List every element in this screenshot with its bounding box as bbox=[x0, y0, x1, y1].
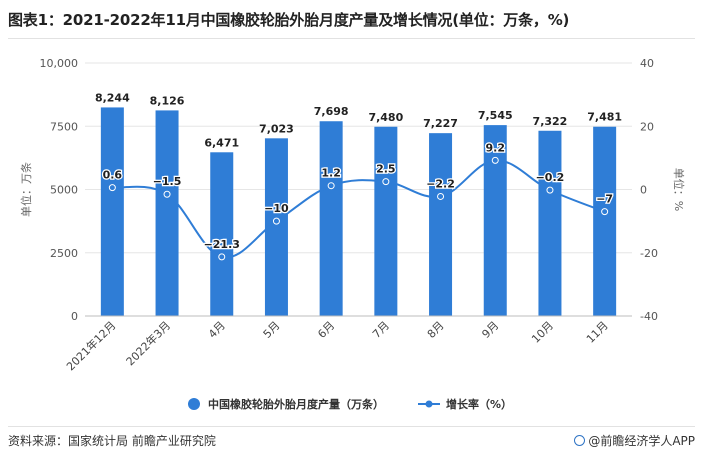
footer-divider bbox=[8, 426, 695, 427]
bar bbox=[264, 138, 288, 316]
bar bbox=[429, 133, 453, 316]
y-tick-label: 7500 bbox=[50, 120, 78, 133]
growth-rate-label: −10 bbox=[264, 202, 289, 215]
bar bbox=[483, 125, 507, 316]
brand-tag: @前瞻经济学人APP bbox=[574, 432, 695, 449]
y2-tick-label: 20 bbox=[640, 120, 654, 133]
growth-rate-label: 1.2 bbox=[321, 167, 341, 180]
y2-axis-title: 单位：% bbox=[672, 168, 686, 211]
y-axis-title: 单位：万条 bbox=[19, 162, 33, 217]
bar bbox=[593, 126, 617, 316]
legend-bar-label: 中国橡胶轮胎外胎月度产量（万条） bbox=[208, 397, 384, 411]
x-tick-label: 9月 bbox=[479, 319, 501, 341]
growth-rate-point bbox=[546, 186, 554, 194]
x-tick-label: 10月 bbox=[529, 319, 556, 346]
bar-value-label: 7,023 bbox=[259, 122, 294, 135]
brand-text: @前瞻经济学人APP bbox=[588, 434, 695, 448]
growth-rate-point bbox=[601, 208, 609, 216]
bar bbox=[210, 152, 234, 316]
y-tick-label: 5000 bbox=[50, 184, 78, 197]
bar bbox=[155, 110, 179, 316]
growth-rate-point bbox=[163, 190, 171, 198]
bar-value-label: 7,227 bbox=[423, 117, 458, 130]
legend-bar-swatch bbox=[188, 398, 200, 410]
growth-rate-point bbox=[382, 178, 390, 186]
legend-line-marker bbox=[425, 400, 433, 408]
y-tick-label: 0 bbox=[71, 310, 78, 323]
bar-value-label: 7,322 bbox=[533, 115, 568, 128]
x-tick-label: 6月 bbox=[315, 319, 337, 341]
growth-rate-point bbox=[327, 182, 335, 190]
x-tick-label: 2021年12月 bbox=[63, 318, 118, 373]
y-tick-label: 10,000 bbox=[40, 57, 79, 70]
growth-rate-label: 0.6 bbox=[103, 169, 123, 182]
growth-rate-point bbox=[272, 217, 280, 225]
x-tick-label: 4月 bbox=[206, 319, 228, 341]
x-tick-label: 7月 bbox=[370, 319, 392, 341]
bar-value-label: 6,471 bbox=[204, 136, 239, 149]
growth-rate-label: −1.5 bbox=[153, 175, 182, 188]
growth-rate-label: −2.2 bbox=[426, 177, 455, 190]
growth-rate-point bbox=[108, 184, 116, 192]
x-tick-label: 8月 bbox=[425, 319, 447, 341]
y2-tick-label: -20 bbox=[640, 247, 658, 260]
bar-value-label: 7,698 bbox=[314, 105, 349, 118]
x-tick-label: 11月 bbox=[584, 319, 611, 346]
y-tick-label: 2500 bbox=[50, 247, 78, 260]
legend-line-label: 增长率（%） bbox=[446, 397, 512, 411]
source-note: 资料来源：国家统计局 前瞻产业研究院 bbox=[8, 434, 216, 448]
title-divider bbox=[8, 38, 695, 39]
bar-value-label: 7,481 bbox=[587, 111, 622, 124]
x-tick-label: 2022年3月 bbox=[123, 318, 173, 368]
bar-value-label: 7,480 bbox=[368, 111, 403, 124]
bar bbox=[374, 126, 398, 316]
y2-tick-label: -40 bbox=[640, 310, 658, 323]
bar-value-label: 8,126 bbox=[150, 94, 185, 107]
growth-rate-label: 9.2 bbox=[486, 141, 506, 154]
growth-rate-label: −0.2 bbox=[536, 171, 565, 184]
bar bbox=[100, 107, 124, 316]
bar bbox=[319, 121, 343, 316]
bar bbox=[538, 130, 562, 316]
brand-logo-icon bbox=[574, 435, 586, 446]
growth-rate-line bbox=[112, 159, 606, 259]
growth-rate-label: −7 bbox=[596, 193, 613, 206]
y2-tick-label: 40 bbox=[640, 57, 654, 70]
growth-rate-label: 2.5 bbox=[376, 163, 396, 176]
y2-tick-label: 0 bbox=[640, 184, 647, 197]
growth-rate-label: −21.3 bbox=[204, 238, 240, 251]
x-tick-label: 5月 bbox=[261, 319, 283, 341]
bar-value-label: 8,244 bbox=[95, 91, 130, 104]
growth-rate-point bbox=[437, 192, 445, 200]
chart-title: 图表1：2021-2022年11月中国橡胶轮胎外胎月度产量及增长情况(单位：万条… bbox=[8, 11, 570, 29]
growth-rate-point bbox=[218, 253, 226, 261]
growth-rate-point bbox=[491, 156, 499, 164]
bar-value-label: 7,545 bbox=[478, 109, 513, 122]
